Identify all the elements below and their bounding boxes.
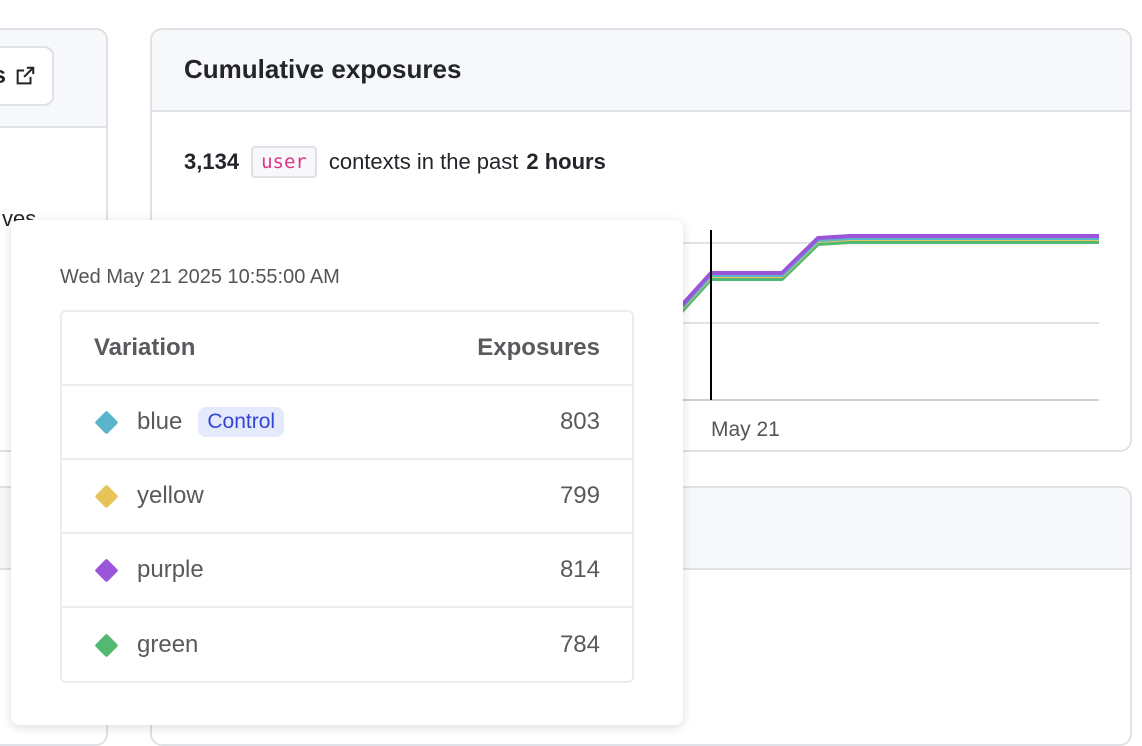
- diamond-icon: [94, 557, 119, 583]
- exposure-value: 799: [559, 482, 600, 509]
- control-badge: Control: [198, 407, 285, 437]
- external-link-label: ts: [0, 62, 6, 90]
- table-row: purple 814: [62, 534, 632, 608]
- period: 2 hours: [526, 149, 606, 174]
- exposure-value: 803: [559, 408, 600, 435]
- summary-text: contexts in the past: [328, 149, 519, 174]
- variation-name: yellow: [137, 482, 204, 509]
- external-link-icon: [16, 66, 35, 85]
- variation-name: green: [137, 631, 199, 658]
- header-exposures: Exposures: [477, 334, 600, 361]
- chart-tooltip: Wed May 21 2025 10:55:00 AM Variation Ex…: [11, 220, 683, 725]
- tooltip-table: Variation Exposures blue Control 803 yell…: [60, 310, 634, 683]
- diamond-icon: [94, 483, 119, 509]
- exposure-value: 814: [559, 556, 600, 583]
- variation-name: purple: [137, 556, 204, 583]
- table-header: Variation Exposures: [62, 312, 632, 386]
- tooltip-date: Wed May 21 2025 10:55:00 AM: [60, 266, 340, 288]
- variation-name: blue: [137, 408, 183, 435]
- table-row: yellow 799: [62, 460, 632, 534]
- table-row: green 784: [62, 608, 632, 682]
- x-tick-label: May 21: [711, 418, 780, 441]
- card-title: Cumulative exposures: [184, 54, 462, 84]
- left-card-header: ts: [0, 30, 106, 128]
- diamond-icon: [94, 632, 119, 658]
- diamond-icon: [94, 409, 119, 435]
- exposure-value: 784: [559, 631, 600, 658]
- table-row: blue Control 803: [62, 386, 632, 460]
- exposure-summary: 3,134 user contexts in the past 2 hours: [184, 146, 606, 178]
- exposure-count: 3,134: [184, 149, 240, 174]
- card-header: Cumulative exposures: [152, 30, 1130, 112]
- external-link-button[interactable]: ts: [0, 46, 54, 106]
- context-kind: user: [251, 146, 317, 178]
- header-variation: Variation: [94, 334, 196, 361]
